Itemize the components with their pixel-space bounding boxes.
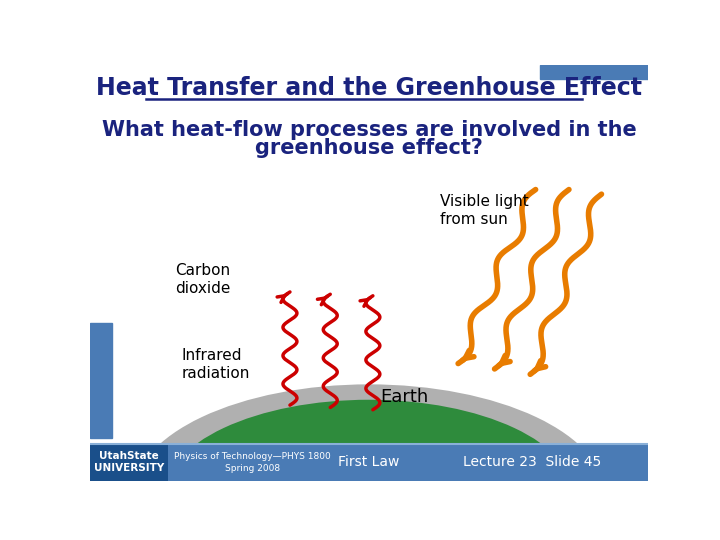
Ellipse shape: [418, 443, 459, 469]
Text: greenhouse effect?: greenhouse effect?: [255, 138, 483, 158]
Text: Earth: Earth: [379, 388, 428, 407]
Ellipse shape: [317, 444, 437, 484]
Text: Physics of Technology—PHYS 1800
Spring 2008: Physics of Technology—PHYS 1800 Spring 2…: [174, 452, 331, 472]
Text: Visible light
from sun: Visible light from sun: [441, 194, 529, 227]
Text: Lecture 23  Slide 45: Lecture 23 Slide 45: [463, 455, 601, 469]
Text: Heat Transfer and the Greenhouse Effect: Heat Transfer and the Greenhouse Effect: [96, 76, 642, 100]
Ellipse shape: [163, 400, 575, 540]
Text: What heat-flow processes are involved in the: What heat-flow processes are involved in…: [102, 120, 636, 140]
Ellipse shape: [247, 422, 312, 462]
Text: First Law: First Law: [338, 455, 400, 469]
Bar: [539, 65, 648, 79]
Ellipse shape: [163, 408, 575, 540]
Ellipse shape: [230, 448, 261, 467]
Bar: [90, 323, 112, 438]
Text: Carbon
dioxide: Carbon dioxide: [175, 264, 230, 296]
Bar: [90, 444, 648, 481]
Bar: [90, 444, 168, 481]
Ellipse shape: [132, 384, 606, 540]
Text: Infrared
radiation: Infrared radiation: [181, 348, 250, 381]
Bar: [90, 481, 648, 527]
Ellipse shape: [335, 430, 372, 451]
Text: UtahState
UNIVERSITY: UtahState UNIVERSITY: [94, 451, 164, 473]
